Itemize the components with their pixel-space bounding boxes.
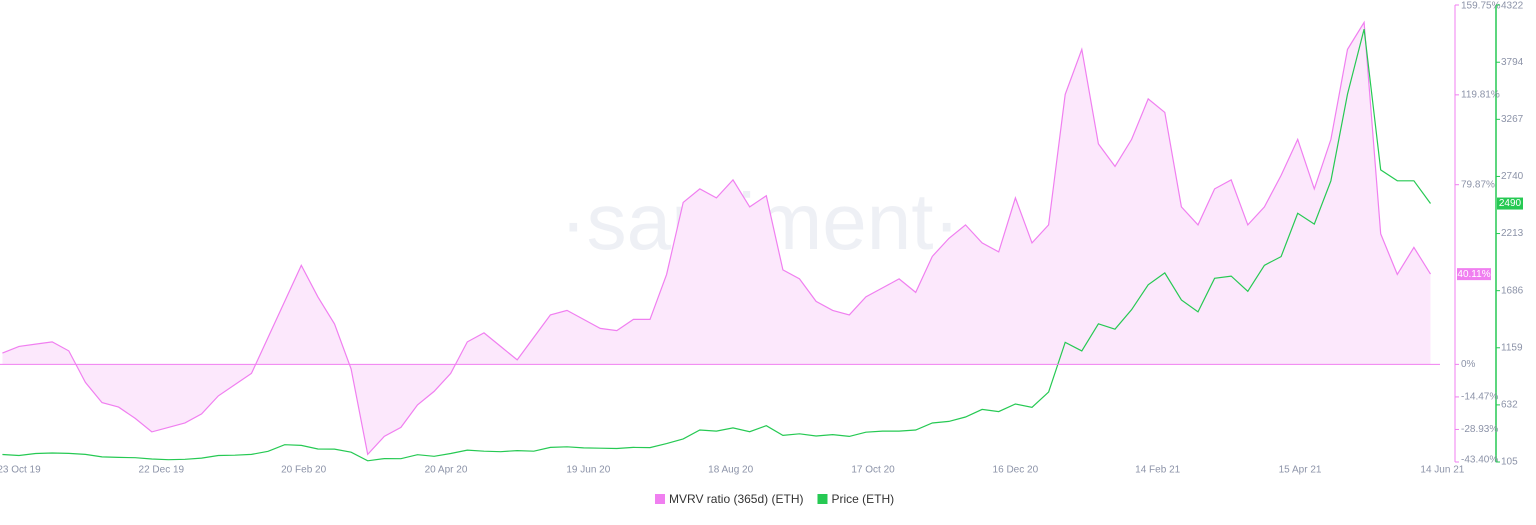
legend-swatch	[817, 494, 828, 504]
y-tick-label: 79.87%	[1461, 179, 1495, 190]
y2-tick-label: 1159	[1501, 342, 1523, 353]
y2-tick-label: 2740	[1501, 171, 1524, 182]
y-tick-label: -14.47%	[1461, 392, 1498, 403]
last-value-badge	[1457, 268, 1491, 281]
x-tick-label: 18 Aug 20	[708, 465, 753, 476]
y2-tick-label: 632	[1501, 400, 1518, 411]
x-tick-label: 23 Oct 19	[0, 465, 41, 476]
line	[2, 20, 1432, 456]
last-value-badge	[1497, 197, 1523, 210]
y-tick-label: -28.93%	[1461, 424, 1498, 435]
x-tick-label: 20 Apr 20	[425, 465, 468, 476]
last-value-label: 40.11%	[1457, 269, 1490, 280]
y2-tick-label: 1686	[1501, 285, 1524, 296]
area	[2, 22, 1431, 455]
y2-tick-label: 3794	[1501, 57, 1524, 68]
y-tick-label: -43.40%	[1461, 455, 1498, 466]
y2-tick-label: 105	[1501, 457, 1518, 468]
line	[2, 28, 1431, 462]
y2-tick-label: 3267	[1501, 114, 1524, 125]
legend-label: Price (ETH)	[831, 492, 894, 506]
last-value-label: 2490	[1499, 198, 1522, 209]
y-tick-label: 0%	[1461, 359, 1476, 370]
y2-tick-label: 2213	[1501, 228, 1524, 239]
x-tick-label: 19 Jun 20	[566, 465, 610, 476]
legend-label: MVRV ratio (365d) (ETH)	[669, 492, 803, 506]
y2-tick-label: 4322	[1501, 1, 1524, 12]
x-tick-label: 17 Oct 20	[851, 465, 895, 476]
x-tick-label: 20 Feb 20	[281, 465, 326, 476]
x-tick-label: 14 Jun 21	[1420, 465, 1464, 476]
y-tick-label: 119.81%	[1461, 89, 1500, 100]
y-tick-label: 159.75%	[1461, 1, 1501, 12]
x-tick-label: 16 Dec 20	[993, 465, 1039, 476]
legend-swatch	[655, 494, 665, 504]
x-tick-label: 15 Apr 21	[1279, 465, 1322, 476]
x-tick-label: 22 Dec 19	[139, 465, 185, 476]
x-tick-label: 14 Feb 21	[1135, 465, 1180, 476]
